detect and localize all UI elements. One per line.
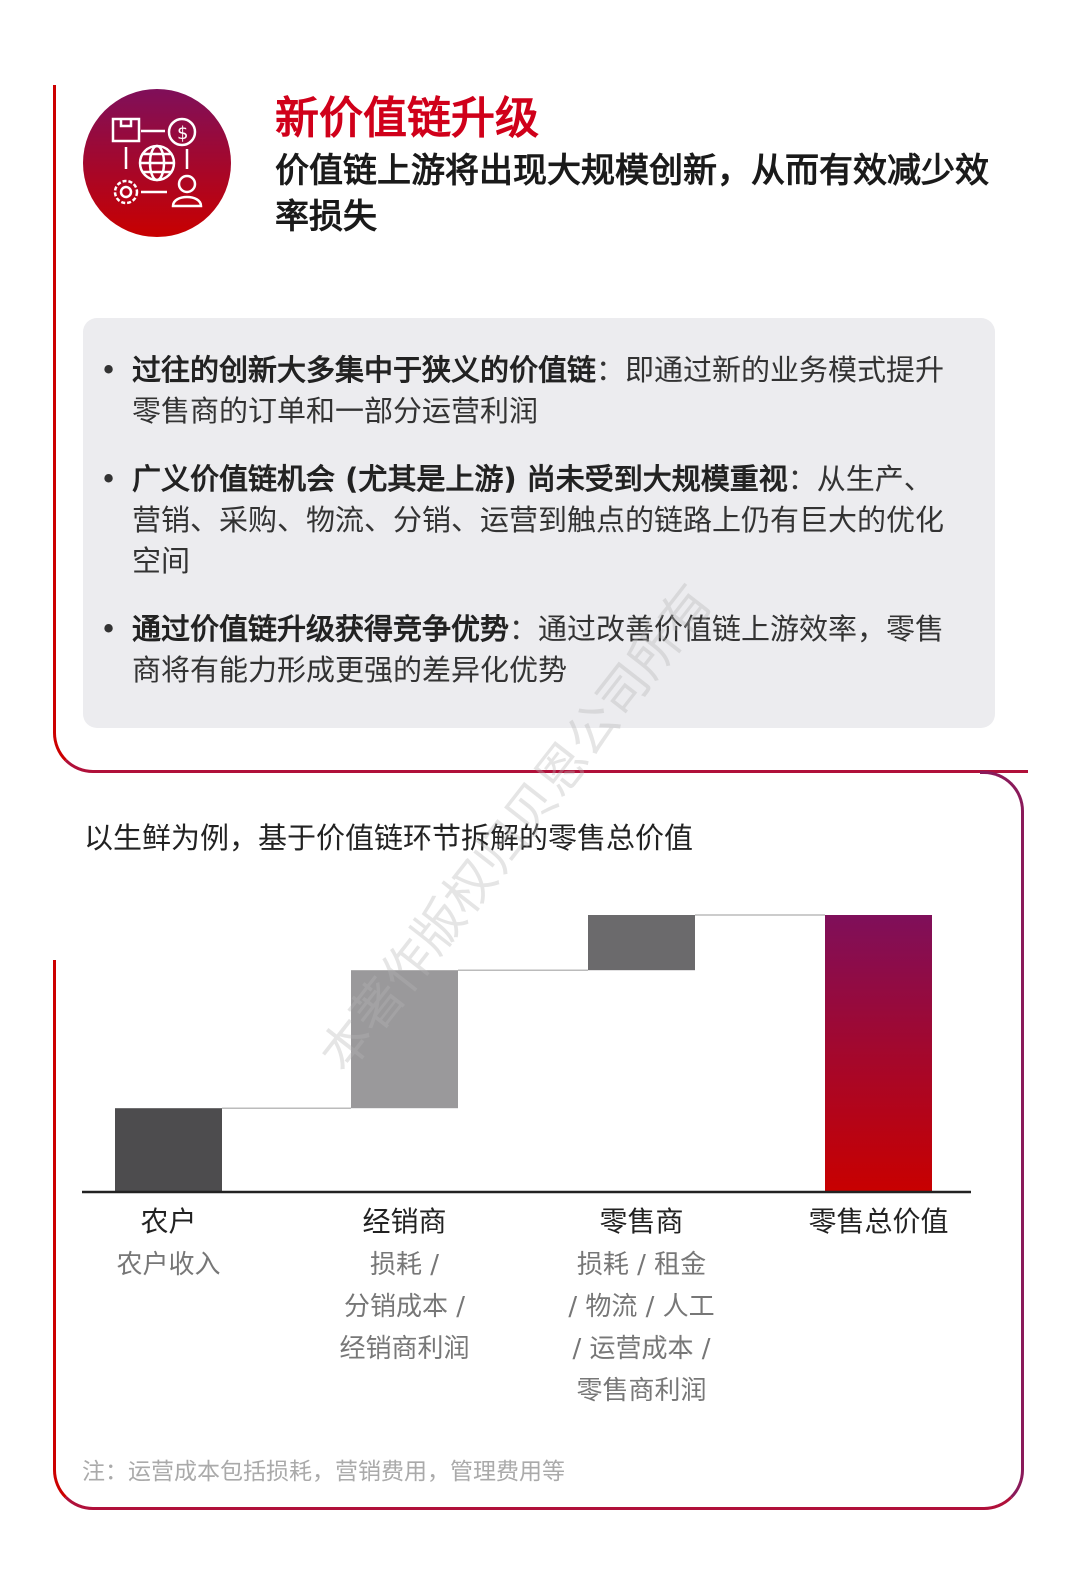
bullet-heading: 广义价值链机会 (尤其是上游) 尚未受到大规模重视 bbox=[132, 462, 788, 496]
category-sublabel: 损耗 / 分销成本 / 经销商利润 bbox=[339, 1250, 470, 1364]
chart-frame bbox=[53, 960, 1024, 1510]
category-label: 经销商损耗 / 分销成本 / 经销商利润 bbox=[285, 1200, 525, 1370]
bar-3 bbox=[825, 915, 932, 1191]
chart-title: 以生鲜为例，基于价值链环节拆解的零售总价值 bbox=[84, 821, 694, 855]
bullet-heading: 通过价值链升级获得竞争优势 bbox=[132, 612, 510, 646]
category-sublabel: 农户收入 bbox=[116, 1250, 221, 1280]
list-item: • 通过价值链升级获得竞争优势：通过改善价值链上游效率，零售商将有能力形成更强的差… bbox=[100, 612, 945, 687]
bullet-heading: 过往的创新大多集中于狭义的价值链 bbox=[132, 353, 597, 387]
list-item: • 过往的创新大多集中于狭义的价值链：即通过新的业务模式提升零售商的订单和一部分运… bbox=[100, 353, 945, 428]
bar-1 bbox=[351, 970, 458, 1109]
bullet-text: ：即通过新的业务模式提升零售商的订单和一部分运营利润 bbox=[132, 353, 945, 428]
list-item: • 广义价值链机会 (尤其是上游) 尚未受到大规模重视：从生产、营销、采购、物流、… bbox=[100, 462, 945, 578]
value-chain-globe-icon: $ bbox=[83, 89, 231, 237]
category-label: 农户 农户收入 bbox=[49, 1200, 289, 1286]
tick-label: 零售总价值 bbox=[808, 1205, 949, 1238]
bullet-text: ：从生产、营销、采购、物流、分销、运营到触点的链路上仍有巨大的优化空间 bbox=[132, 462, 945, 578]
frame-edge bbox=[1021, 830, 1024, 970]
page-title: 新价值链升级 bbox=[275, 93, 539, 144]
tick-label: 农户 bbox=[140, 1205, 197, 1238]
page-subtitle: 价值链上游将出现大规模创新，从而有效减少效率损失 bbox=[275, 151, 989, 237]
category-label: 零售商损耗 / 租金 / 物流 / 人工 / 运营成本 / 零售商利润 bbox=[522, 1200, 762, 1412]
top-frame bbox=[53, 85, 1028, 773]
tick-label: 经销商 bbox=[362, 1205, 447, 1238]
category-label: 零售总价值 bbox=[759, 1200, 999, 1244]
tick-label: 零售商 bbox=[599, 1205, 684, 1238]
svg-text:$: $ bbox=[177, 123, 188, 144]
bullet-text: ：通过改善价值链上游效率，零售商将有能力形成更强的差异化优势 bbox=[132, 612, 945, 687]
highlights-box bbox=[83, 318, 995, 728]
bullet-list: • 过往的创新大多集中于狭义的价值链：即通过新的业务模式提升零售商的订单和一部分运… bbox=[100, 350, 960, 718]
bar-0 bbox=[115, 1108, 222, 1191]
chart-note: 注：运营成本包括损耗，营销费用，管理费用等 bbox=[82, 1459, 565, 1485]
bar-2 bbox=[588, 915, 695, 971]
category-sublabel: 损耗 / 租金 / 物流 / 人工 / 运营成本 / 零售商利润 bbox=[568, 1250, 715, 1406]
